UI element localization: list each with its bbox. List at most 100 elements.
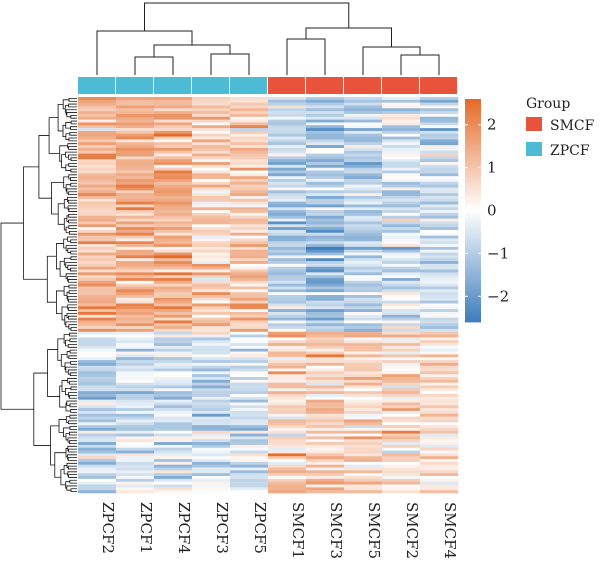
heatmap-cell	[268, 416, 307, 420]
dendrogram-link	[69, 431, 77, 436]
heatmap-cell	[116, 170, 155, 174]
dendrogram-link	[69, 403, 77, 408]
heatmap-cell	[116, 368, 155, 372]
colorbar-segment	[465, 267, 481, 271]
heatmap-cell	[230, 246, 269, 251]
heatmap-cell	[268, 275, 307, 279]
heatmap-cell	[420, 314, 459, 318]
heatmap-cell	[154, 125, 193, 129]
colorbar-segment	[465, 155, 481, 159]
heatmap-cell	[192, 379, 231, 383]
dendrogram-link	[70, 157, 77, 162]
colorbar-segment	[465, 265, 481, 268]
heatmap-cell	[268, 430, 307, 434]
heatmap-cell	[154, 345, 193, 350]
heatmap-cell	[192, 459, 231, 463]
heatmap-cell	[230, 97, 269, 101]
heatmap-cell	[154, 263, 193, 268]
heatmap-cell	[382, 328, 421, 333]
heatmap-cell	[154, 348, 193, 352]
heatmap-cell	[420, 153, 459, 157]
heatmap-cell	[154, 362, 193, 367]
heatmap-cell	[154, 150, 193, 154]
heatmap-cell	[382, 97, 421, 101]
heatmap-cell	[306, 354, 345, 358]
dendrogram-link	[38, 135, 52, 199]
heatmap-cell	[268, 227, 307, 231]
heatmap-cell	[268, 150, 307, 154]
heatmap-cell	[344, 394, 383, 398]
colorbar-segment	[465, 168, 481, 172]
heatmap-cell	[192, 430, 231, 434]
heatmap-cell	[154, 436, 193, 440]
heatmap-cell	[230, 334, 269, 338]
heatmap-cell	[78, 283, 117, 287]
heatmap-cell	[306, 464, 345, 468]
heatmap-cell	[192, 470, 231, 474]
heatmap-cell	[116, 193, 155, 197]
heatmap-cell	[78, 181, 117, 185]
colorbar-segment	[465, 151, 481, 154]
dendrogram-link	[68, 284, 77, 289]
heatmap-cell	[420, 119, 459, 123]
heatmap-cell	[344, 470, 383, 474]
heatmap-cell	[192, 311, 231, 316]
heatmap-cell	[116, 360, 155, 364]
heatmap-cell	[116, 425, 155, 429]
dendrogram-link	[67, 247, 77, 253]
dendrogram-link	[66, 485, 77, 491]
heatmap-cell	[116, 343, 155, 347]
heatmap-cell	[78, 442, 117, 446]
heatmap-cell	[230, 328, 269, 333]
heatmap-cell	[382, 181, 421, 185]
heatmap-cell	[306, 150, 345, 154]
heatmap-cell	[344, 399, 383, 403]
heatmap-cell	[116, 481, 155, 485]
heatmap-cell	[154, 425, 193, 429]
heatmap-cell	[306, 402, 345, 406]
heatmap-cell	[192, 371, 231, 375]
heatmap-cell	[420, 377, 459, 381]
heatmap-cell	[78, 102, 117, 106]
heatmap-cell	[344, 111, 383, 115]
heatmap-cell	[192, 139, 231, 143]
colorbar-segment	[465, 200, 481, 204]
heatmap-cell	[116, 297, 155, 301]
heatmap-cell	[78, 320, 117, 324]
heatmap-cell	[420, 181, 459, 185]
heatmap-cell	[78, 266, 117, 270]
heatmap-cell	[382, 433, 421, 437]
heatmap-cell	[192, 193, 231, 197]
heatmap-cell	[382, 207, 421, 211]
group-cell	[78, 77, 115, 94]
heatmap-cell	[420, 145, 459, 149]
dendrogram-link	[65, 339, 70, 347]
heatmap-cell	[116, 176, 155, 180]
heatmap-cell	[306, 204, 345, 208]
heatmap-cell	[382, 447, 421, 451]
dendrogram-link	[68, 315, 77, 320]
heatmap-cell	[420, 238, 459, 242]
dendrogram-link	[70, 168, 77, 173]
dendrogram-link	[67, 344, 77, 348]
heatmap-cell	[306, 427, 345, 432]
dendrogram-link	[67, 378, 77, 384]
heatmap-cell	[268, 379, 307, 383]
heatmap-cell	[344, 261, 383, 265]
heatmap-cell	[116, 328, 155, 333]
heatmap-cell	[268, 464, 307, 468]
heatmap-cell	[192, 476, 231, 480]
dendrogram-link	[69, 440, 77, 444]
heatmap-cell	[116, 181, 155, 185]
colorbar-segment	[465, 215, 481, 219]
heatmap-cell	[154, 405, 193, 409]
heatmap-cell	[382, 99, 421, 103]
heatmap-cell	[268, 444, 307, 449]
heatmap-cell	[192, 456, 231, 460]
heatmap-cell	[344, 371, 383, 375]
heatmap-cell	[154, 371, 193, 375]
heatmap-cell	[154, 128, 193, 132]
heatmap-cell	[382, 442, 421, 446]
heatmap-cell	[78, 111, 117, 115]
heatmap-cell	[420, 459, 459, 463]
